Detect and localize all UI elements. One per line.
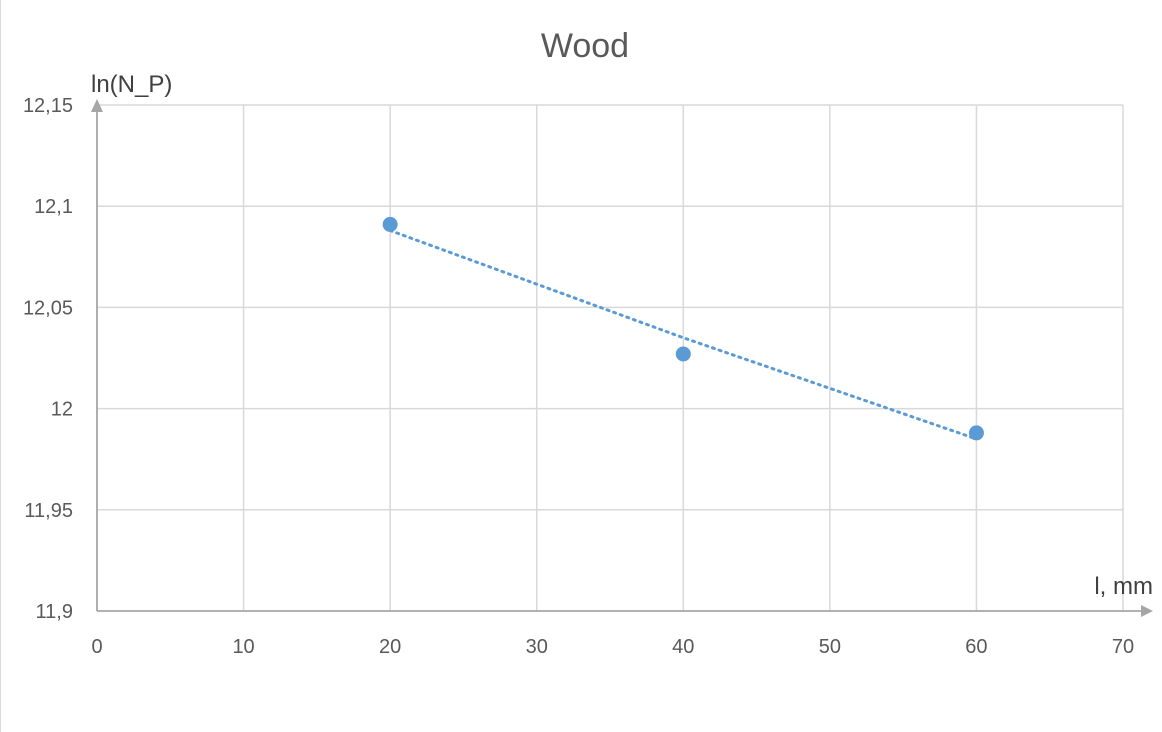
x-tick-label: 20 xyxy=(379,636,401,658)
x-tick-label: 10 xyxy=(232,636,254,658)
data-point xyxy=(675,346,691,362)
y-tick-label: 11,95 xyxy=(24,500,73,522)
x-tick-label: 0 xyxy=(91,636,102,658)
trendline-path xyxy=(388,228,978,441)
data-point xyxy=(968,425,984,441)
y-tick-label: 11,9 xyxy=(36,601,73,623)
tick-labels: 0 10 20 30 40 50 60 70 11,9 11,95 12 12,05 12,1 12,15 xyxy=(23,95,1134,658)
axes xyxy=(91,99,1153,617)
data-points xyxy=(382,216,984,441)
trendline xyxy=(388,228,978,441)
x-tick-label: 30 xyxy=(526,636,548,658)
data-point xyxy=(382,216,398,232)
x-tick-label: 40 xyxy=(672,636,694,658)
y-axis-arrow xyxy=(91,99,103,112)
grid xyxy=(97,104,1124,611)
y-tick-label: 12,15 xyxy=(23,95,73,117)
y-tick-label: 12 xyxy=(51,399,73,421)
x-axis-label: l, mm xyxy=(1094,573,1153,600)
x-tick-label: 50 xyxy=(819,636,841,658)
y-axis-label: ln(N_P) xyxy=(91,71,172,98)
x-axis-arrow xyxy=(1141,605,1153,617)
y-tick-label: 12,05 xyxy=(23,297,73,319)
y-tick-label: 12,1 xyxy=(34,196,73,218)
x-tick-label: 60 xyxy=(965,636,987,658)
x-tick-label: 70 xyxy=(1112,636,1134,658)
chart-title: Wood xyxy=(541,27,629,65)
